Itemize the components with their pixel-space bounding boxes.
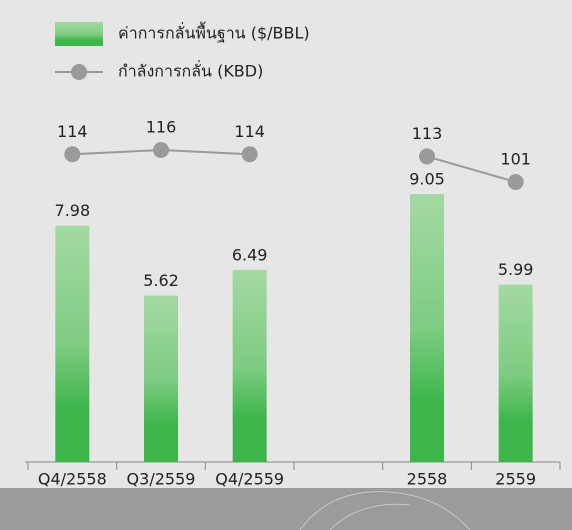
line-value-label: 114 <box>234 122 265 141</box>
bar-value-label: 9.05 <box>409 170 445 189</box>
footer-decoration <box>299 491 471 530</box>
background <box>0 0 572 488</box>
line-marker <box>153 142 169 158</box>
legend-label: ค่าการกลั่นพื้นฐาน ($/BBL) <box>118 22 310 43</box>
x-tick-label: Q4/2558 <box>38 470 107 489</box>
line-marker <box>64 146 81 163</box>
x-tick-label: Q4/2559 <box>215 470 284 489</box>
legend-swatch <box>55 22 103 46</box>
footer-band <box>0 488 572 530</box>
x-tick-label: 2558 <box>407 470 448 489</box>
bar <box>232 269 267 462</box>
line-value-label: 114 <box>57 122 88 141</box>
line-marker <box>241 146 258 163</box>
x-tick-label: Q3/2559 <box>127 470 196 489</box>
line-marker <box>507 174 524 190</box>
legend-label: กำลังการกลั่น (KBD) <box>118 60 263 81</box>
bar <box>55 225 90 462</box>
line-marker <box>419 148 435 165</box>
legend-marker <box>71 64 87 80</box>
bar-value-label: 5.99 <box>498 260 534 279</box>
bar <box>410 194 444 462</box>
line <box>426 155 516 183</box>
line-value-label: 101 <box>500 150 531 169</box>
line-value-label: 113 <box>412 124 443 143</box>
line-value-label: 116 <box>146 118 177 137</box>
bar-value-label: 7.98 <box>55 201 91 220</box>
bar-value-label: 6.49 <box>232 245 268 264</box>
bar-value-label: 5.62 <box>143 271 179 290</box>
x-tick-label: 2559 <box>495 470 536 489</box>
bar <box>498 284 533 462</box>
bar <box>144 295 178 462</box>
